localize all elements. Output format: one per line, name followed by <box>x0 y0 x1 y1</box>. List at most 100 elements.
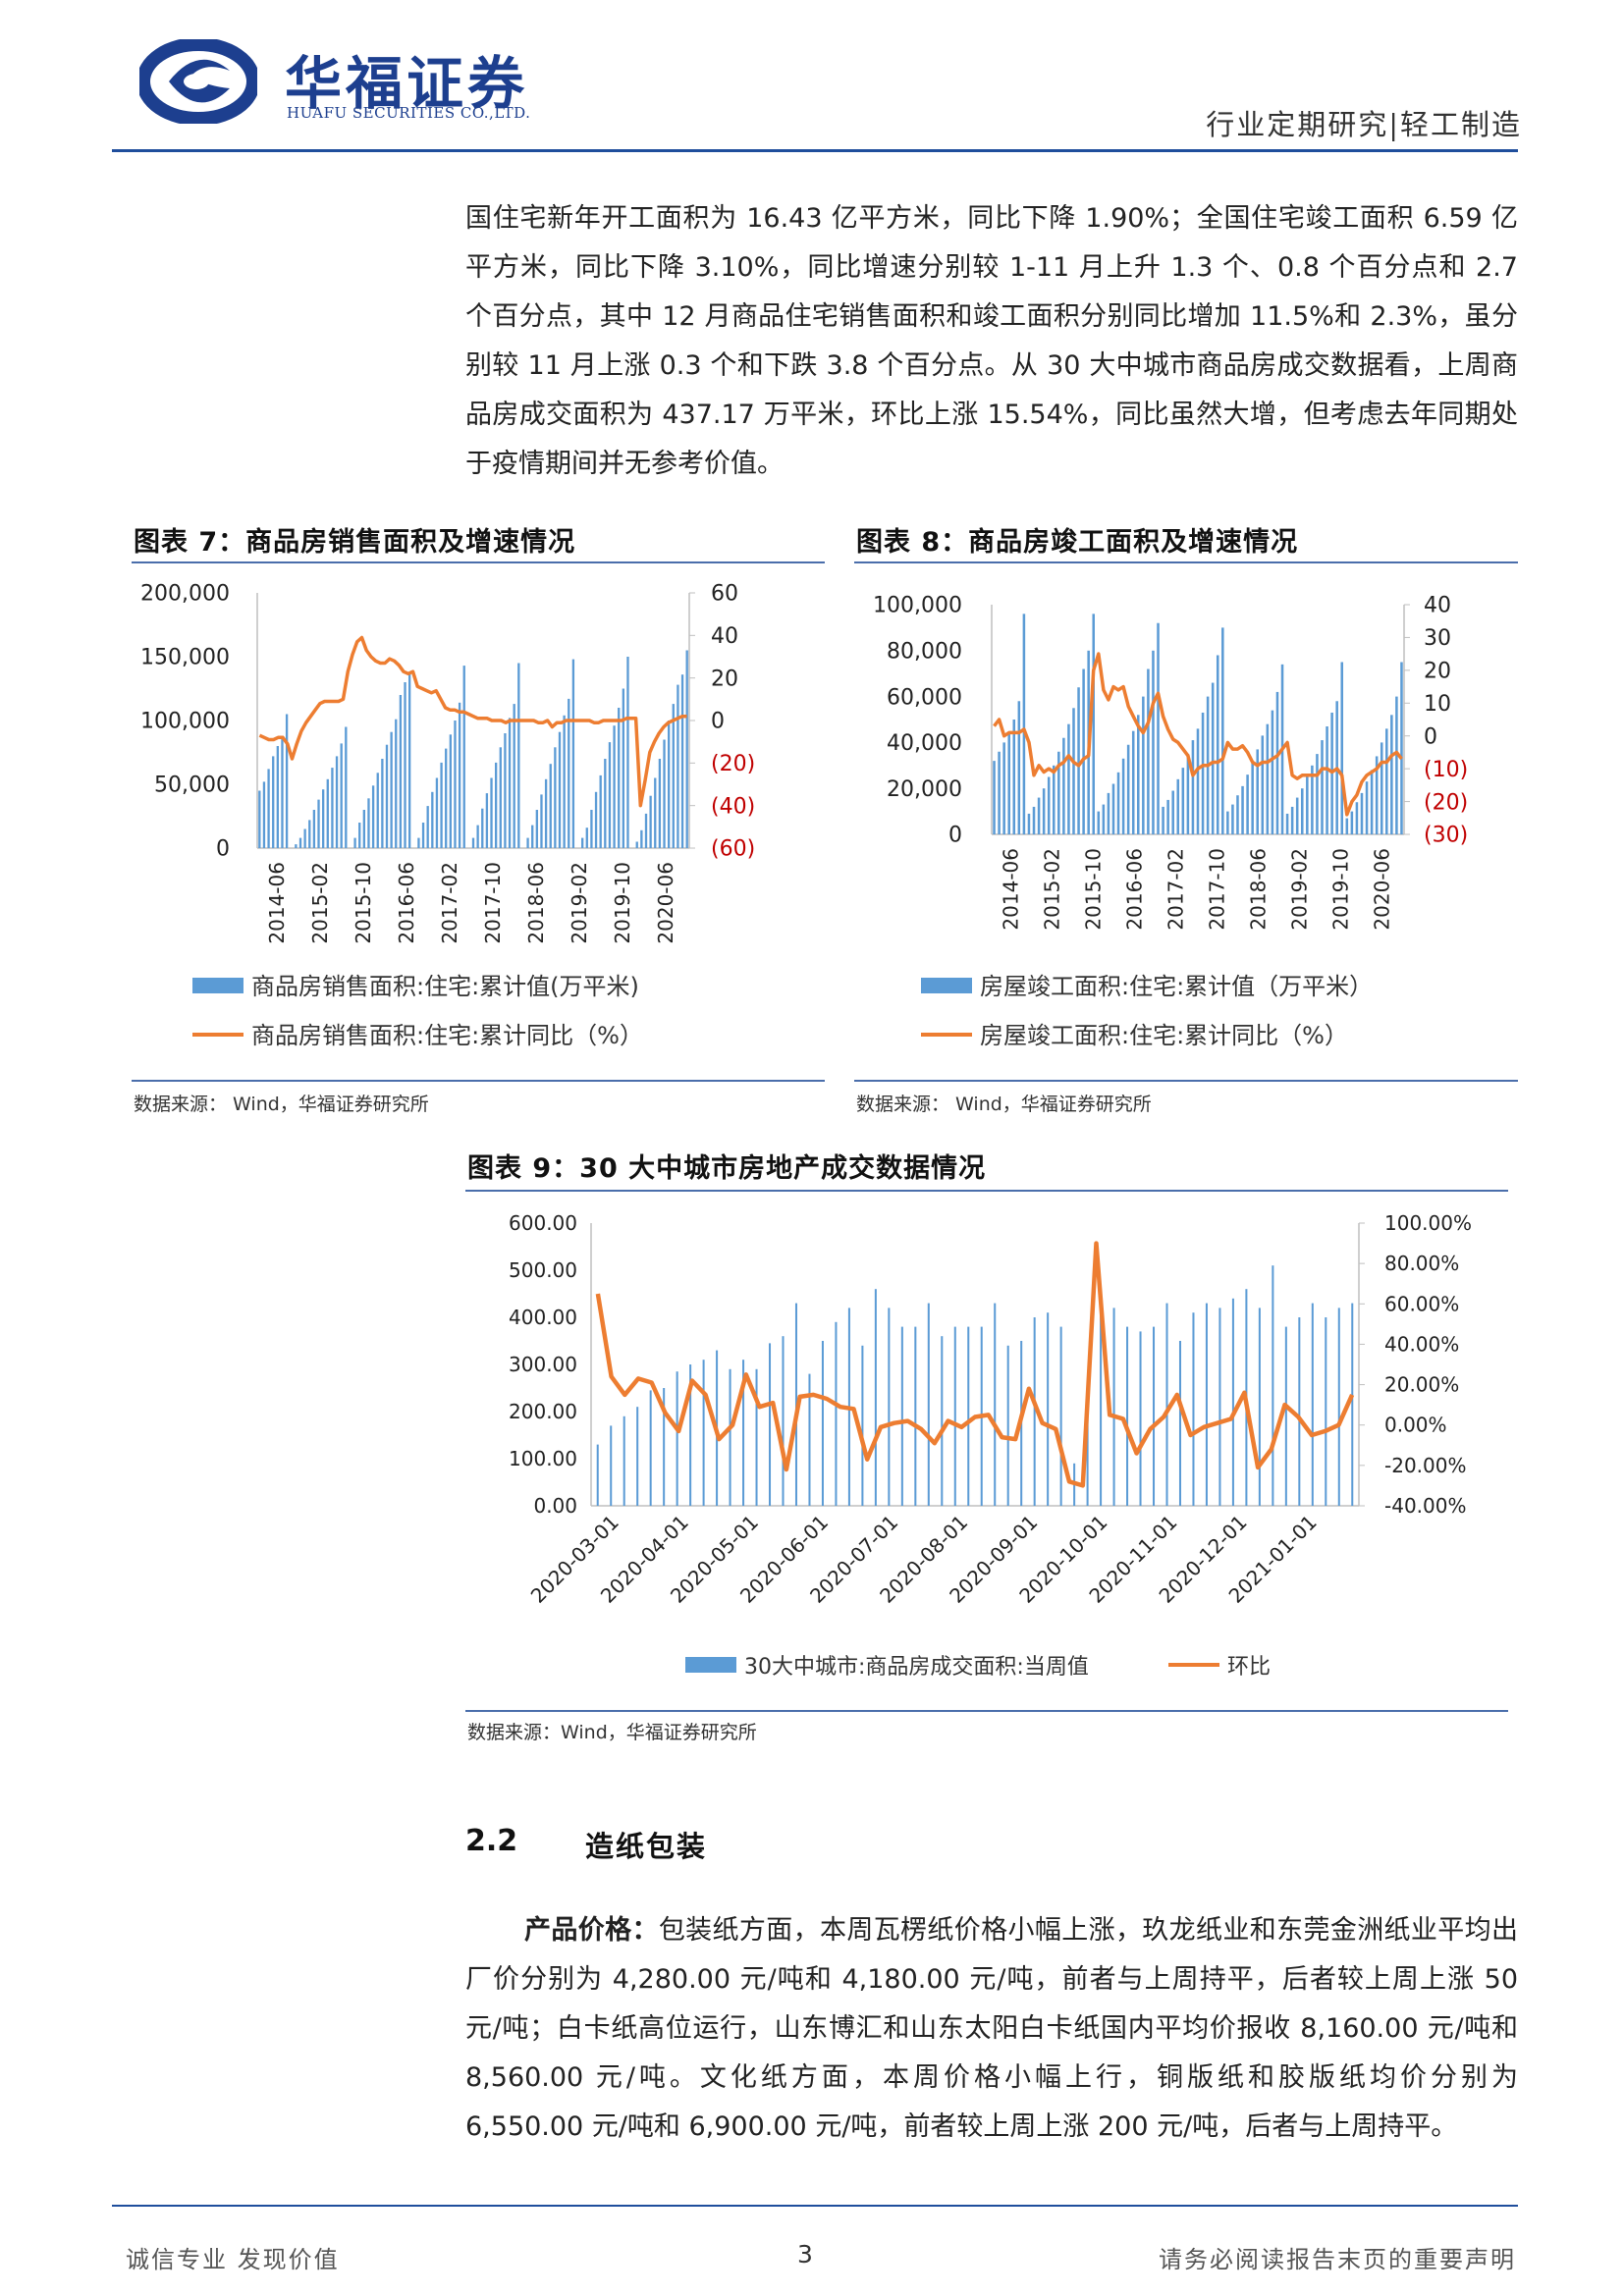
bar <box>440 762 443 848</box>
bar <box>258 790 261 848</box>
price-paragraph: 产品价格：包装纸方面，本周瓦楞纸价格小幅上涨，玖龙纸业和东莞金洲纸业平均出厂价分… <box>465 1906 1518 2152</box>
left-tick-label: 50,000 <box>154 774 230 798</box>
bar <box>599 774 602 848</box>
bar <box>1062 737 1065 834</box>
bar <box>685 650 688 848</box>
fig7-title: 图表 7：商品房销售面积及增速情况 <box>134 527 576 558</box>
bar <box>1400 662 1403 834</box>
x-tick-label: 2019-02 <box>568 862 591 944</box>
bar <box>571 659 575 848</box>
bar <box>1057 751 1060 834</box>
bar <box>808 1373 811 1506</box>
bar <box>755 1368 758 1506</box>
left-tick-label: 150,000 <box>140 646 230 670</box>
bar <box>649 1390 652 1506</box>
bar <box>782 1336 785 1506</box>
bar <box>604 759 607 848</box>
bar <box>499 747 502 848</box>
bar <box>395 719 398 848</box>
bar <box>526 837 529 848</box>
bar <box>404 682 406 848</box>
logo-chinese-name: 华福证券 <box>285 50 529 117</box>
bar <box>1231 804 1234 834</box>
bar <box>495 762 498 848</box>
bar <box>531 825 534 848</box>
bar <box>967 1326 970 1506</box>
bar <box>504 733 507 848</box>
line-series <box>258 635 687 808</box>
bar <box>590 810 593 848</box>
bar <box>1360 792 1364 834</box>
price-lead: 产品价格： <box>524 1915 659 1946</box>
bar <box>417 837 420 848</box>
bar <box>1236 795 1239 834</box>
price-body: 包装纸方面，本周瓦楞纸价格小幅上涨，玖龙纸业和东莞金洲纸业平均出厂价分别为 4,… <box>465 1915 1519 2142</box>
bar <box>458 702 461 848</box>
bar <box>1258 1308 1261 1506</box>
bar <box>1047 776 1051 834</box>
bar <box>345 726 348 848</box>
bar <box>371 785 375 848</box>
bar <box>623 1415 625 1506</box>
x-tick-label: 2018-06 <box>524 862 548 944</box>
bar <box>1139 1331 1142 1506</box>
bar <box>549 764 552 848</box>
footer-disclaimer: 请务必阅读报告末页的重要声明 <box>1159 2246 1516 2273</box>
bar <box>1017 701 1021 834</box>
left-tick-label: 100.00 <box>509 1447 577 1470</box>
bar <box>581 837 584 848</box>
logo-english-name: HUAFU SECURITIES CO.,LTD. <box>287 104 531 122</box>
bar <box>490 777 493 848</box>
bar <box>1086 1415 1089 1506</box>
bar <box>1355 802 1359 834</box>
bar <box>1052 765 1056 834</box>
bar <box>1351 1303 1354 1506</box>
bar <box>1325 1317 1327 1506</box>
left-tick-label: 400.00 <box>509 1306 577 1329</box>
legend-bar-label: 30大中城市:商品房成交面积:当周值 <box>744 1655 1089 1680</box>
bar <box>914 1326 917 1506</box>
x-tick-label: 2017-02 <box>438 862 461 944</box>
x-tick-label: 2015-02 <box>308 862 332 944</box>
x-tick-label: 2017-10 <box>1206 848 1229 931</box>
bar <box>1112 1308 1115 1506</box>
bar <box>1126 744 1130 834</box>
bar <box>649 795 652 848</box>
bar <box>626 657 629 848</box>
bar <box>322 789 325 848</box>
fig7-source: 数据来源： Wind，华福证券研究所 <box>134 1094 429 1115</box>
bar <box>1285 813 1289 834</box>
bar <box>998 751 1001 834</box>
bar <box>390 731 393 848</box>
bar <box>1142 696 1145 834</box>
section-number: 2.2 <box>465 1824 518 1858</box>
bar <box>303 828 306 848</box>
bar <box>1284 1326 1287 1506</box>
bar <box>554 747 557 848</box>
bar <box>540 794 543 848</box>
bar <box>385 744 389 848</box>
header-rule <box>112 149 1518 152</box>
bar <box>435 777 439 848</box>
right-tick-label: 20 <box>1424 660 1451 684</box>
bar <box>353 837 356 848</box>
bar <box>1216 655 1219 834</box>
fig7-bottom-rule <box>132 1080 825 1082</box>
bar <box>994 1303 997 1506</box>
right-tick-label: 100.00% <box>1384 1211 1472 1235</box>
bar <box>1178 1341 1181 1506</box>
bar <box>1072 708 1075 834</box>
right-tick-label: 0.00% <box>1384 1414 1447 1437</box>
fig7-top-rule <box>132 561 825 563</box>
x-tick-label: 2014-06 <box>1000 848 1023 931</box>
bar <box>1290 806 1294 834</box>
fig9-source: 数据来源：Wind，华福证券研究所 <box>467 1722 757 1743</box>
bar <box>568 698 570 848</box>
bar <box>594 791 598 848</box>
bar <box>835 1321 838 1506</box>
left-tick-label: 0 <box>948 824 962 848</box>
bar <box>742 1360 745 1506</box>
bar <box>1165 1303 1168 1506</box>
bar <box>367 798 370 848</box>
bar <box>331 768 334 848</box>
